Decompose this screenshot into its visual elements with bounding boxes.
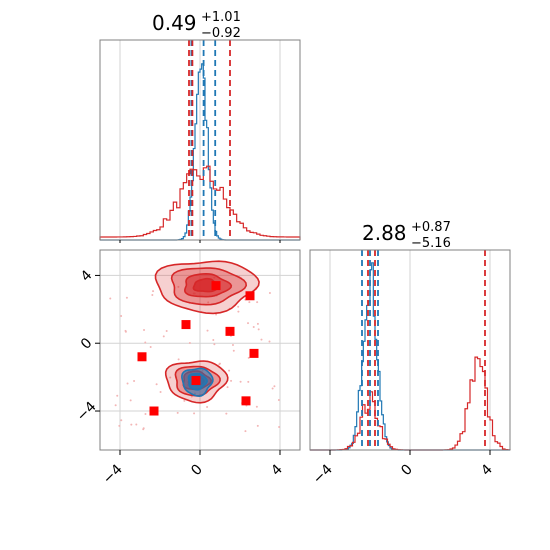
sample-point (225, 412, 228, 415)
title-param-0: 0.49 +1.01 −0.92 (152, 10, 241, 41)
sample-point (165, 329, 168, 332)
sample-point (142, 428, 145, 431)
injection-marker-5 (249, 348, 259, 358)
sample-point (256, 301, 259, 304)
sample-point (176, 411, 179, 414)
y-tick-label: −4 (74, 399, 100, 425)
sample-point (252, 326, 255, 329)
sample-point (162, 335, 165, 338)
sample-point (247, 380, 250, 383)
title-param-0-plus: +1.01 (201, 10, 241, 25)
sample-point (118, 424, 121, 427)
sample-point (133, 380, 136, 383)
sample-point (247, 356, 250, 359)
sample-point (277, 398, 280, 401)
sample-point (239, 380, 242, 383)
sample-point (230, 379, 233, 382)
sample-point (237, 310, 240, 313)
sample-point (206, 329, 209, 332)
sample-point (144, 341, 147, 344)
histogram-param-1-panel (309, 249, 511, 451)
y-tick-label: 0 (78, 335, 96, 353)
sample-point (130, 423, 133, 426)
sample-point (155, 383, 158, 386)
sample-point (177, 285, 180, 288)
title-param-0-minus: −0.92 (201, 26, 241, 41)
sample-point (193, 412, 196, 415)
histogram-red-param-0 (99, 165, 301, 240)
injection-marker-3 (225, 326, 235, 336)
injection-marker-2 (181, 320, 191, 330)
injection-marker-1 (245, 291, 255, 301)
sample-point (260, 338, 263, 341)
sample-point (151, 293, 154, 296)
injection-marker-6 (191, 376, 201, 386)
y-tick-label: 4 (78, 267, 96, 285)
sample-point (215, 313, 218, 316)
histogram-param-0-panel (99, 39, 301, 241)
sample-point (126, 382, 129, 385)
sample-point (256, 424, 259, 427)
sample-point (135, 423, 138, 426)
title-param-1-minus: −5.16 (411, 236, 451, 251)
sample-point (213, 343, 216, 346)
sample-point (116, 394, 119, 397)
sample-point (278, 426, 281, 429)
injection-marker-0 (211, 281, 221, 291)
sample-point (206, 406, 209, 409)
title-param-0-value: 0.49 (152, 11, 197, 35)
sample-point (247, 322, 250, 325)
title-param-1-plus: +0.87 (411, 220, 451, 235)
x-tick-label: 0 (398, 462, 416, 480)
sample-point (232, 349, 235, 352)
x-tick-label: 0 (188, 462, 206, 480)
injection-marker-7 (149, 406, 159, 416)
sample-point (109, 297, 112, 300)
x-tick-label: −4 (310, 461, 336, 487)
sample-point (273, 385, 276, 388)
title-param-1: 2.88 +0.87 −5.16 (362, 220, 451, 251)
sample-point (237, 305, 240, 308)
sample-point (188, 341, 191, 344)
sample-point (248, 301, 251, 304)
sample-point (268, 340, 271, 343)
sample-point (159, 391, 162, 394)
x-tick-label: −4 (100, 461, 126, 487)
sample-point (207, 301, 210, 304)
sample-point (255, 405, 258, 408)
joint-2d-panel (99, 249, 301, 451)
sample-point (226, 386, 229, 389)
sample-point (129, 399, 132, 402)
x-tick-label: 4 (268, 461, 286, 479)
x-tick-label: 4 (478, 461, 496, 479)
sample-point (256, 322, 259, 325)
sample-point (169, 376, 172, 379)
sample-point (228, 369, 231, 372)
sample-point (268, 292, 271, 295)
sample-point (257, 328, 260, 331)
sample-point (143, 329, 146, 332)
sample-point (212, 338, 215, 341)
sample-point (120, 419, 123, 422)
title-param-1-value: 2.88 (362, 221, 407, 245)
sample-point (183, 399, 186, 402)
sample-point (114, 404, 117, 407)
sample-point (231, 344, 234, 347)
sample-point (124, 329, 127, 332)
sample-point (144, 413, 147, 416)
sample-point (125, 296, 128, 299)
injection-marker-4 (137, 352, 147, 362)
sample-point (244, 430, 247, 433)
sample-point (149, 345, 152, 348)
sample-point (218, 363, 221, 366)
sample-point (152, 290, 155, 293)
injection-marker-8 (241, 396, 251, 406)
sample-point (177, 358, 180, 361)
sample-point (120, 315, 123, 318)
sample-point (271, 387, 274, 390)
